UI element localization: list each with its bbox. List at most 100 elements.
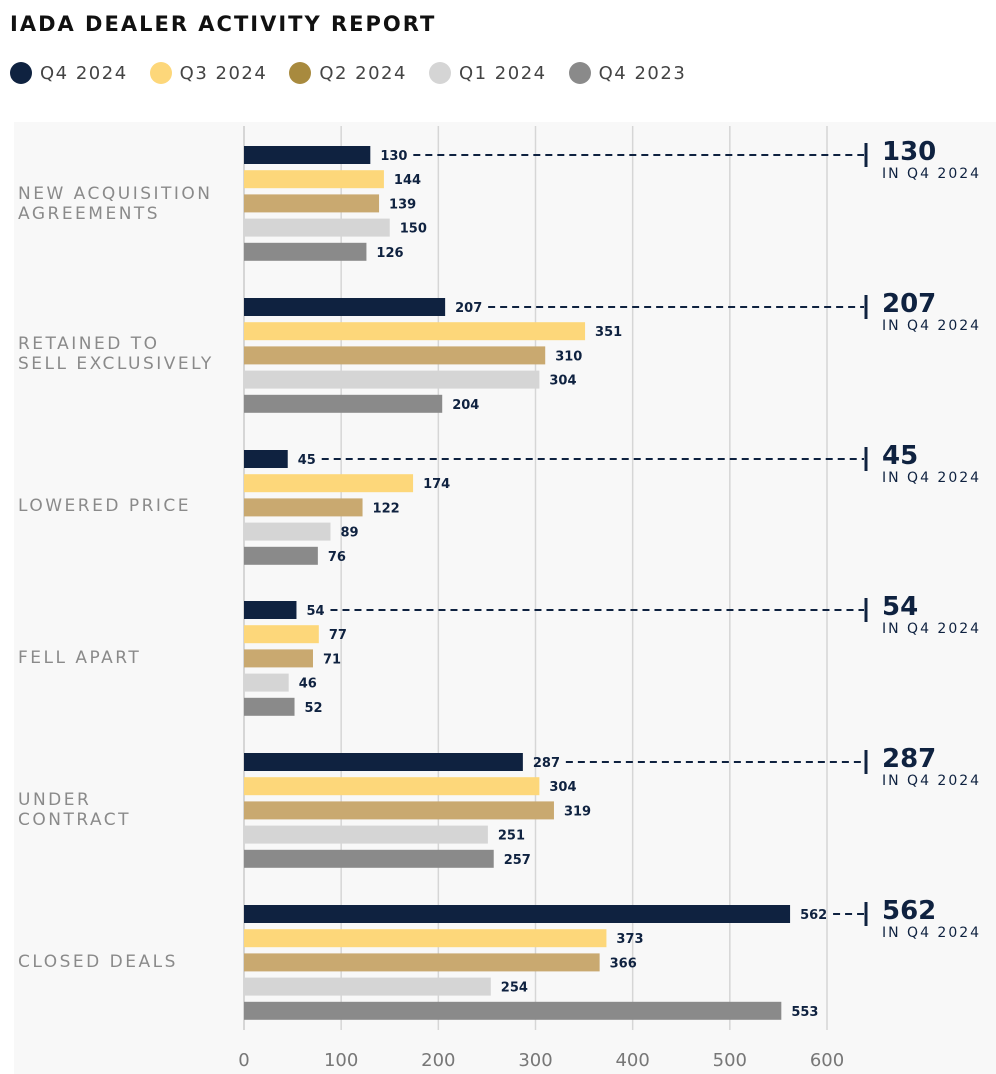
bar-value-label: 139 xyxy=(389,197,416,212)
bar xyxy=(244,753,523,771)
legend-swatch xyxy=(568,62,591,84)
bar-value-label: 77 xyxy=(329,628,347,643)
legend-label: Q4 2024 xyxy=(40,62,128,84)
x-tick-label: 0 xyxy=(238,1050,249,1071)
legend-label: Q3 2024 xyxy=(179,62,268,84)
legend-swatch xyxy=(149,62,172,84)
category-label: LOWERED PRICE xyxy=(18,496,192,516)
callout-subtitle: IN Q4 2024 xyxy=(882,621,982,637)
category-label: FELL APART xyxy=(18,648,142,668)
callout-value: 287 xyxy=(882,744,937,774)
x-tick-label: 200 xyxy=(421,1050,455,1071)
callout-value: 562 xyxy=(882,896,937,926)
bar xyxy=(244,522,331,541)
callout-value: 130 xyxy=(882,137,937,167)
legend-item: Q3 2024 xyxy=(149,62,268,84)
category-label: UNDER CONTRACT xyxy=(18,790,132,830)
bar xyxy=(244,849,494,868)
bar xyxy=(244,929,607,948)
bar xyxy=(244,777,540,796)
bar-value-label: 130 xyxy=(380,149,407,164)
legend-item: Q1 2024 xyxy=(428,62,547,84)
bar-value-label: 45 xyxy=(298,453,316,468)
bar-value-label: 373 xyxy=(616,932,643,947)
bar xyxy=(244,218,390,237)
bar-value-label: 304 xyxy=(549,780,576,795)
bar-value-label: 52 xyxy=(305,701,323,716)
bar-value-label: 71 xyxy=(323,652,341,667)
bar xyxy=(244,370,540,389)
page-title: IADA DEALER ACTIVITY REPORT xyxy=(10,12,437,36)
callout-subtitle: IN Q4 2024 xyxy=(882,318,982,334)
category-label: NEW ACQUISITION AGREEMENTS xyxy=(18,184,213,224)
bar-value-label: 76 xyxy=(328,550,346,565)
bar xyxy=(244,394,443,413)
bar xyxy=(244,298,446,316)
callout-value: 207 xyxy=(882,289,937,319)
bar xyxy=(244,673,289,692)
bar xyxy=(244,194,380,213)
callout-value: 45 xyxy=(882,441,919,471)
legend-swatch xyxy=(289,62,312,84)
bar-value-label: 304 xyxy=(549,374,576,389)
bar-value-label: 251 xyxy=(498,829,525,844)
bar-value-label: 174 xyxy=(423,477,450,492)
bar-value-label: 254 xyxy=(501,981,528,996)
bar-value-label: 89 xyxy=(340,526,358,541)
bar xyxy=(244,625,319,644)
bar xyxy=(244,953,600,972)
bar xyxy=(244,801,554,820)
bar-value-label: 207 xyxy=(455,301,482,316)
x-tick-label: 100 xyxy=(324,1050,358,1071)
callout-subtitle: IN Q4 2024 xyxy=(882,925,982,941)
legend-swatch xyxy=(10,62,32,84)
bar-value-label: 257 xyxy=(504,853,531,868)
bar-value-label: 562 xyxy=(800,908,827,923)
callout-value: 54 xyxy=(882,592,919,622)
x-tick-label: 500 xyxy=(713,1050,747,1071)
legend-label: Q1 2024 xyxy=(458,62,547,84)
chart-legend: Q4 2024 Q3 2024 Q2 2024 Q1 2024 Q4 2023 xyxy=(10,60,708,86)
legend-item: Q4 2024 xyxy=(10,62,128,84)
bar xyxy=(244,170,384,189)
legend-label: Q4 2023 xyxy=(598,62,687,84)
bar-value-label: 319 xyxy=(564,804,591,819)
bar xyxy=(244,498,363,517)
bar xyxy=(244,649,313,668)
legend-swatch xyxy=(428,62,451,84)
category-label: CLOSED DEALS xyxy=(18,952,178,972)
bar xyxy=(244,905,791,923)
bar xyxy=(244,1001,782,1020)
bar-value-label: 144 xyxy=(394,173,421,188)
legend-item: Q2 2024 xyxy=(289,62,407,84)
callout-subtitle: IN Q4 2024 xyxy=(882,773,982,789)
bar-value-label: 310 xyxy=(555,349,582,364)
x-tick-label: 300 xyxy=(518,1050,552,1071)
bar-value-label: 122 xyxy=(373,501,400,516)
bar xyxy=(244,697,295,716)
bar xyxy=(244,474,414,493)
bar-value-label: 287 xyxy=(533,756,560,771)
callout-subtitle: IN Q4 2024 xyxy=(882,470,982,486)
x-tick-label: 600 xyxy=(810,1050,844,1071)
bar xyxy=(244,450,288,468)
bar xyxy=(244,977,491,996)
bar xyxy=(244,825,488,844)
callout-subtitle: IN Q4 2024 xyxy=(882,166,982,182)
bar-value-label: 351 xyxy=(595,325,622,340)
bar-value-label: 553 xyxy=(791,1005,818,1020)
legend-item: Q4 2023 xyxy=(568,62,687,84)
legend-label: Q2 2024 xyxy=(319,62,407,84)
bar-value-label: 366 xyxy=(610,956,637,971)
bar-value-label: 204 xyxy=(452,398,479,413)
bar-value-label: 54 xyxy=(306,604,324,619)
x-tick-label: 400 xyxy=(615,1050,649,1071)
bar xyxy=(244,546,318,565)
bar-value-label: 46 xyxy=(299,677,317,692)
bar-value-label: 126 xyxy=(376,246,403,261)
bar xyxy=(244,146,371,164)
bar-value-label: 150 xyxy=(400,222,427,237)
category-label: RETAINED TO SELL EXCLUSIVELY xyxy=(18,334,214,374)
bar xyxy=(244,242,367,261)
